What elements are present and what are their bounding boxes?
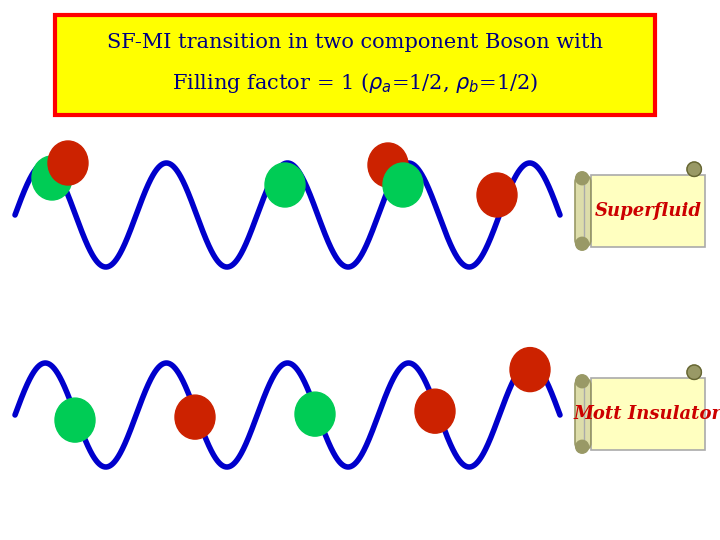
Text: Mott Insulator: Mott Insulator xyxy=(574,405,720,423)
Circle shape xyxy=(576,172,589,185)
FancyBboxPatch shape xyxy=(575,175,591,247)
FancyBboxPatch shape xyxy=(591,175,705,247)
Circle shape xyxy=(576,237,589,250)
FancyBboxPatch shape xyxy=(55,15,655,115)
Ellipse shape xyxy=(295,392,335,436)
Circle shape xyxy=(687,162,701,177)
FancyBboxPatch shape xyxy=(575,378,591,450)
Circle shape xyxy=(576,440,589,453)
Ellipse shape xyxy=(32,156,72,200)
Ellipse shape xyxy=(265,163,305,207)
Text: Superfluid: Superfluid xyxy=(595,202,701,220)
Ellipse shape xyxy=(477,173,517,217)
Ellipse shape xyxy=(368,143,408,187)
Text: Filling factor = 1 ($\rho_a$=1/2, $\rho_b$=1/2): Filling factor = 1 ($\rho_a$=1/2, $\rho_… xyxy=(172,71,538,95)
Circle shape xyxy=(576,375,589,388)
Ellipse shape xyxy=(55,398,95,442)
Ellipse shape xyxy=(510,348,550,392)
Ellipse shape xyxy=(383,163,423,207)
Ellipse shape xyxy=(415,389,455,433)
FancyBboxPatch shape xyxy=(591,378,705,450)
Ellipse shape xyxy=(48,141,88,185)
Text: SF-MI transition in two component Boson with: SF-MI transition in two component Boson … xyxy=(107,33,603,52)
Ellipse shape xyxy=(175,395,215,439)
Circle shape xyxy=(687,365,701,380)
